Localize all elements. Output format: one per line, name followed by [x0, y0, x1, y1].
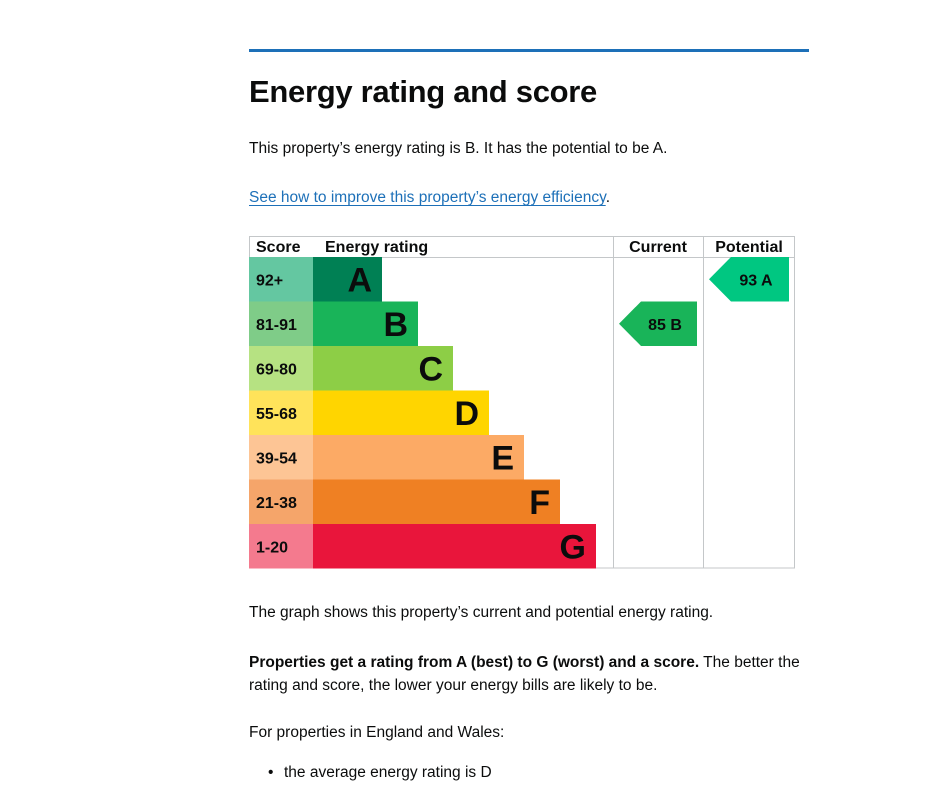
score-range-b: 81-91	[256, 317, 297, 334]
average-rating-list: the average energy rating is D	[266, 761, 492, 784]
rating-bar-f	[313, 479, 560, 524]
rating-bar-c	[313, 346, 453, 391]
rating-letter-d: D	[454, 395, 479, 433]
rating-bar-d	[313, 390, 489, 435]
score-cell-f	[249, 479, 313, 524]
header-energy-rating: Energy rating	[325, 239, 428, 256]
list-item: the average energy rating is D	[266, 761, 492, 784]
rating-letter-c: C	[418, 350, 443, 388]
section-top-rule	[249, 49, 809, 52]
potential-rating-arrow	[709, 257, 789, 302]
improve-link-suffix: .	[605, 189, 610, 206]
rating-bar-e	[313, 435, 524, 480]
score-range-f: 21-38	[256, 495, 297, 512]
score-range-c: 69-80	[256, 361, 297, 378]
score-cell-a	[249, 257, 313, 302]
score-range-a: 92+	[256, 272, 283, 289]
rating-letter-f: F	[529, 484, 550, 522]
score-range-g: 1-20	[256, 539, 288, 556]
score-range-d: 55-68	[256, 406, 297, 423]
rating-letter-g: G	[560, 528, 586, 566]
improve-paragraph: See how to improve this property’s energ…	[249, 186, 610, 209]
rating-bar-a	[313, 257, 382, 302]
current-rating-arrow	[619, 301, 697, 346]
header-potential: Potential	[715, 239, 783, 256]
england-wales-intro: For properties in England and Wales:	[249, 724, 505, 741]
rating-bar-g	[313, 524, 596, 569]
page-title: Energy rating and score	[249, 74, 597, 109]
rating-explanation-rest: The better the rating and score, the low…	[249, 654, 800, 694]
score-range-e: 39-54	[256, 450, 297, 467]
current-rating-label: 85 B	[648, 317, 682, 334]
rating-summary: This property’s energy rating is B. It h…	[249, 140, 668, 157]
rating-letter-e: E	[491, 439, 514, 477]
score-cell-b	[249, 301, 313, 346]
rating-explanation-bold: Properties get a rating from A (best) to…	[249, 654, 700, 671]
potential-rating-label: 93 A	[739, 272, 773, 289]
rating-bar-b	[313, 301, 418, 346]
score-cell-e	[249, 435, 313, 480]
score-cell-g	[249, 524, 313, 569]
improve-efficiency-link[interactable]: See how to improve this property’s energ…	[249, 189, 606, 206]
rating-letter-a: A	[347, 261, 372, 299]
header-current: Current	[629, 239, 687, 256]
header-score: Score	[256, 239, 301, 256]
rating-letter-b: B	[383, 306, 408, 344]
rating-explanation: Properties get a rating from A (best) to…	[249, 651, 809, 697]
score-cell-d	[249, 390, 313, 435]
graph-caption: The graph shows this property’s current …	[249, 604, 714, 621]
score-cell-c	[249, 346, 313, 391]
energy-rating-chart: Score Energy rating Current Potential 92+ A 81…	[249, 236, 795, 569]
